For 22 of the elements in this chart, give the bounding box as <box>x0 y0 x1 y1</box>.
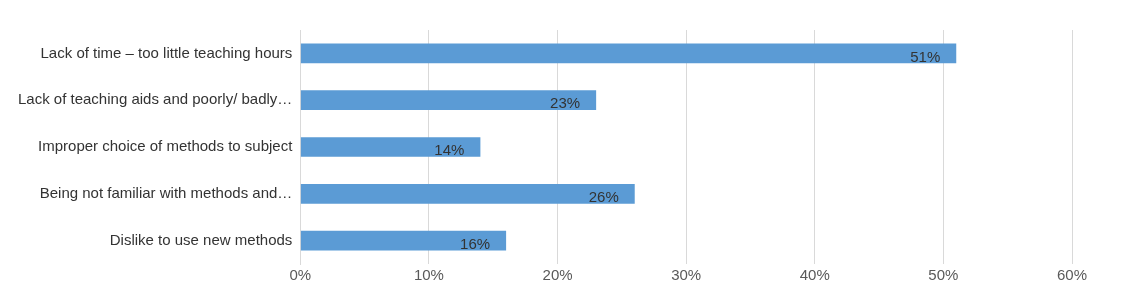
data-label: 51% <box>910 47 941 65</box>
x-tick-label: 30% <box>671 266 702 284</box>
bar <box>300 43 957 64</box>
data-label: 23% <box>550 94 581 112</box>
x-tick-label: 0% <box>289 266 312 284</box>
data-label: 14% <box>434 141 465 159</box>
y-tick-label: Improper choice of methods to subject <box>38 137 294 155</box>
y-tick-label: Dislike to use new methods <box>109 230 293 248</box>
data-label: 16% <box>460 234 491 252</box>
bar <box>300 230 507 251</box>
x-tick-label: 60% <box>1056 266 1088 284</box>
x-tick-label: 10% <box>413 266 444 284</box>
y-tick-label: Lack of teaching aids and poorly/ badly… <box>17 90 293 108</box>
y-tick-label: Lack of time – too little teaching hours <box>40 43 293 61</box>
bar <box>300 90 597 111</box>
y-tick-label: Being not familiar with methods and… <box>39 183 293 201</box>
bar <box>300 137 481 157</box>
x-tick-label: 50% <box>928 266 959 284</box>
x-tick-label: 40% <box>799 266 830 284</box>
data-label: 26% <box>588 187 619 205</box>
bar <box>300 183 635 204</box>
x-tick-label: 20% <box>542 266 573 284</box>
